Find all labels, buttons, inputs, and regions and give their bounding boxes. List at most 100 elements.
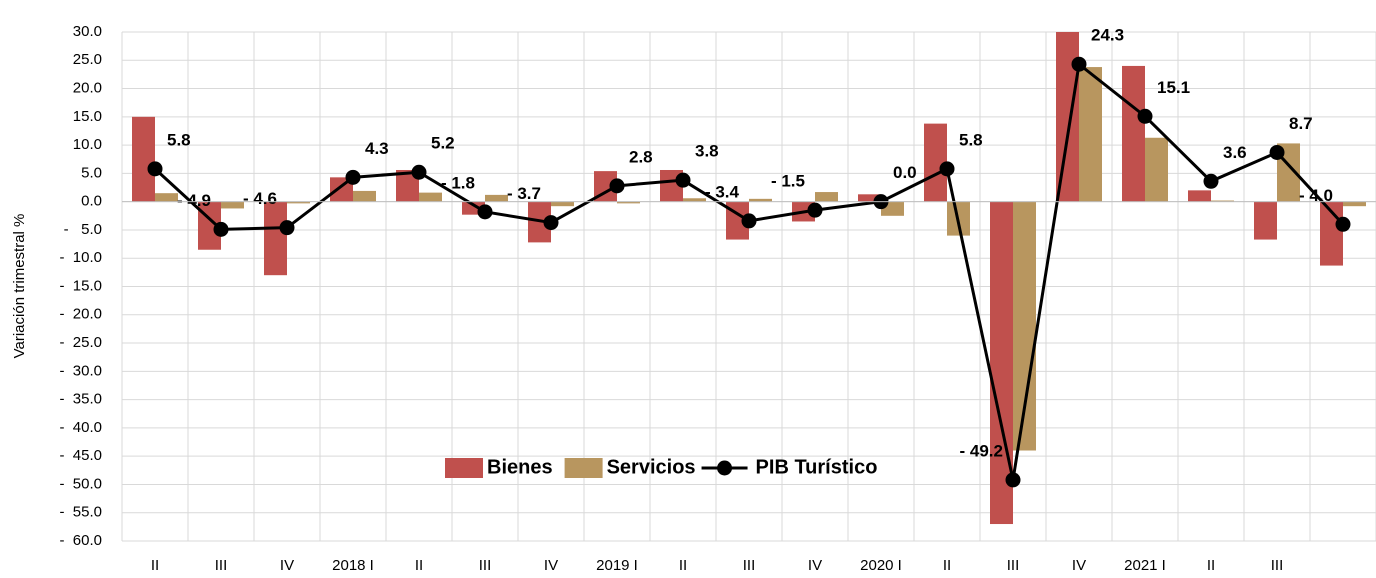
- zero-axis: [122, 201, 1376, 203]
- data-label: 4.3: [365, 139, 389, 158]
- line-point: [1269, 144, 1285, 160]
- data-label: - 49.2: [960, 441, 1003, 460]
- y-tick-label: 0.0: [81, 193, 102, 210]
- y-tick-label: - 50.0: [59, 475, 102, 492]
- bar: [617, 201, 640, 204]
- legend-label: Bienes: [487, 456, 553, 478]
- x-tick-label: IV: [808, 557, 822, 574]
- bar: [155, 193, 178, 202]
- line-point: [147, 161, 163, 177]
- bar: [1343, 201, 1366, 207]
- y-tick-label: - 10.0: [59, 249, 102, 266]
- bar: [1013, 201, 1036, 451]
- data-label: - 3.4: [705, 182, 740, 201]
- x-tick-label: II: [1207, 557, 1215, 574]
- data-label: - 1.5: [771, 172, 805, 191]
- line-point: [675, 172, 691, 188]
- x-tick-label: II: [151, 557, 159, 574]
- data-label: 15.1: [1157, 78, 1190, 97]
- line-point: [543, 215, 559, 231]
- y-tick-label: 25.0: [73, 51, 102, 68]
- x-tick-label: 2021 I: [1124, 557, 1166, 574]
- y-tick-label: - 40.0: [59, 419, 102, 436]
- data-label: 3.8: [695, 142, 719, 161]
- data-label: 2.8: [629, 147, 653, 166]
- bar: [353, 190, 376, 202]
- y-tick-label: 30.0: [73, 23, 102, 40]
- y-tick-label: - 30.0: [59, 362, 102, 379]
- data-label: 8.7: [1289, 114, 1313, 133]
- line-point: [1203, 173, 1219, 189]
- x-tick-label: II: [415, 557, 423, 574]
- line-point: [411, 164, 427, 180]
- y-tick-label: - 35.0: [59, 391, 102, 408]
- data-label: - 3.7: [507, 184, 541, 203]
- x-tick-label: II: [943, 557, 951, 574]
- x-tick-label: II: [679, 557, 687, 574]
- y-tick-label: - 5.0: [64, 221, 102, 238]
- y-tick-label: 20.0: [73, 80, 102, 97]
- bar: [551, 201, 574, 207]
- legend-swatch: [564, 458, 603, 478]
- bar: [1211, 200, 1234, 202]
- data-label: - 1.8: [441, 173, 475, 192]
- line-point: [1137, 108, 1153, 124]
- bar: [1056, 32, 1079, 202]
- line-point: [1071, 56, 1087, 72]
- data-label: - 4.9: [177, 191, 211, 210]
- data-label: - 4.6: [243, 189, 277, 208]
- bar: [419, 192, 442, 202]
- data-label: 3.6: [1223, 143, 1247, 162]
- data-label: 5.2: [431, 134, 455, 153]
- data-label: 24.3: [1091, 26, 1124, 45]
- x-tick-label: IV: [1072, 557, 1086, 574]
- bar: [858, 194, 881, 202]
- y-tick-label: 5.0: [81, 164, 102, 181]
- y-tick-label: 10.0: [73, 136, 102, 153]
- line-point: [609, 178, 625, 194]
- legend-swatch: [445, 458, 483, 478]
- x-tick-label: IV: [544, 557, 558, 574]
- y-tick-label: - 45.0: [59, 447, 102, 464]
- y-tick-label: - 25.0: [59, 334, 102, 351]
- line-point: [279, 220, 295, 236]
- bar: [132, 116, 155, 202]
- data-label: 5.8: [959, 130, 983, 149]
- data-label: 5.8: [167, 130, 191, 149]
- x-tick-label: 2018 I: [332, 557, 374, 574]
- x-tick-label: III: [743, 557, 756, 574]
- legend-label: Servicios: [607, 456, 696, 478]
- legend-swatch: [717, 460, 733, 476]
- data-label: - 4.0: [1299, 186, 1333, 205]
- x-tick-label: IV: [280, 557, 294, 574]
- x-tick-label: III: [215, 557, 228, 574]
- x-tick-label: III: [479, 557, 492, 574]
- data-label: 0.0: [893, 163, 917, 182]
- line: [153, 61, 1345, 481]
- bar: [1254, 201, 1277, 240]
- line-point: [741, 213, 757, 229]
- bar: [485, 194, 508, 202]
- x-tick-label: 2020 I: [860, 557, 902, 574]
- y-tick-label: - 55.0: [59, 504, 102, 521]
- y-tick-label: - 20.0: [59, 306, 102, 323]
- bar: [1079, 67, 1102, 202]
- y-tick-label: - 60.0: [59, 532, 102, 549]
- bar: [1145, 137, 1168, 202]
- x-tick-label: III: [1007, 557, 1020, 574]
- legend-label: PIB Turístico: [756, 456, 878, 478]
- y-tick-label: 15.0: [73, 108, 102, 125]
- y-tick-label: - 15.0: [59, 277, 102, 294]
- bar: [924, 123, 947, 202]
- line-point: [1005, 472, 1021, 488]
- bar: [264, 201, 287, 276]
- line-point: [345, 169, 361, 185]
- line-point: [939, 161, 955, 177]
- bar: [815, 192, 838, 202]
- y-axis-label: Variación trimestral %: [11, 214, 28, 359]
- line-point: [213, 221, 229, 237]
- line-point: [807, 202, 823, 218]
- bar: [396, 169, 419, 202]
- bar: [990, 201, 1013, 525]
